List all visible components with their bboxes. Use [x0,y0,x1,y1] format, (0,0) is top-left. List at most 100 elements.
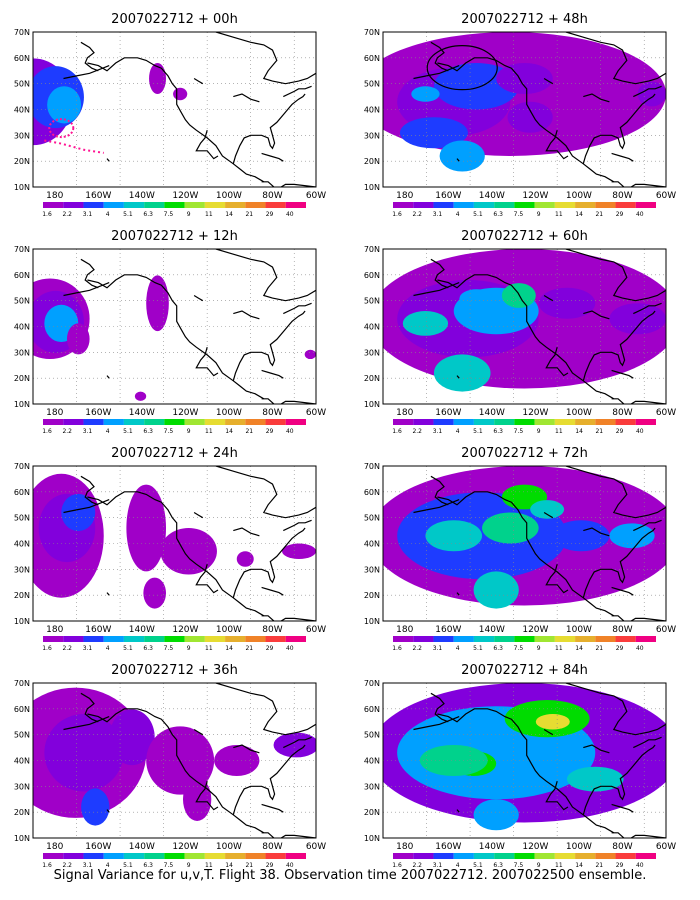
colorbar-label: 3.1 [433,211,443,218]
coastline [215,683,316,736]
coastline [565,683,666,736]
colorbar-swatch [635,636,656,642]
coastline [232,93,306,164]
colorbar-swatch [225,853,246,859]
variance-blob [61,493,96,532]
colorbar-swatch [285,853,306,859]
colorbar-label: 6.3 [143,211,153,218]
colorbar-swatch [103,853,124,859]
lon-tick-label: 140W [129,625,155,635]
lat-tick-label: 40N [364,757,380,766]
map-frame [382,465,667,622]
variance-blob [399,117,468,149]
colorbar-swatch [83,853,104,859]
coastline [232,310,306,381]
figure-caption: Signal Variance for u,v,T. Flight 38. Ob… [53,868,647,883]
map-panel: 2007022712 + 24h 10N 20N 30N 40N 50N 60N 70N 180… [14,446,326,652]
map-frame [32,465,317,622]
colorbar-label: 1.6 [42,211,52,218]
lat-tick-label: 70N [14,679,30,688]
colorbar-swatch [164,853,185,859]
colorbar-label: 2.2 [412,862,422,869]
colorbar-label: 11 [555,862,563,869]
colorbar-swatch [635,202,656,208]
colorbar-label: 21 [245,211,253,218]
map-panel: 2007022712 + 00h 10N 20N 30N 40N 50N 60N 70N 180… [14,12,326,218]
colorbar-swatch [103,636,124,642]
colorbar-label: 9 [537,211,541,218]
colorbar-label: 5.1 [123,428,133,435]
colorbar-label: 9 [537,645,541,652]
variance-blob [433,354,491,392]
colorbar-swatch [184,853,205,859]
lat-tick-label: 20N [364,374,380,383]
coastline [63,716,110,731]
colorbar-swatch [413,636,434,642]
coastline [193,728,204,736]
colorbar-swatch [184,636,205,642]
coastline [261,803,284,813]
colorbar-label: 29 [616,645,624,652]
colorbar-swatch [245,419,266,425]
colorbar-swatch [473,419,495,425]
lon-tick-label: 140W [129,408,155,418]
coastline [437,274,615,400]
colorbar-label: 21 [595,428,603,435]
variance-blob [473,571,519,609]
colorbar-label: 40 [286,428,294,435]
colorbar-swatch [63,853,84,859]
colorbar-swatch [285,636,306,642]
coastline [456,158,460,162]
colorbar-label: 14 [575,862,583,869]
coastline [261,586,284,596]
variance-blob [214,745,260,776]
lon-tick-label: 60W [656,625,676,635]
lat-tick-label: 60N [364,271,380,280]
coastline [545,564,569,594]
colorbar-label: 9 [187,862,191,869]
coastline [63,282,110,297]
coastline [233,527,260,537]
lon-tick-label: 100W [216,625,242,635]
coastline [283,85,312,98]
lon-tick-label: 80W [262,191,282,201]
colorbar-swatch [393,202,414,208]
coastline [456,592,460,596]
colorbar-swatch [225,419,246,425]
coastline [611,152,634,162]
lat-tick-label: 30N [14,565,30,574]
lon-tick-label: 160W [85,842,111,852]
coastline [565,466,666,519]
colorbar-swatch [265,636,286,642]
lat-tick-label: 70N [14,462,30,471]
colorbar-label: 1.6 [42,862,52,869]
colorbar-label: 7.5 [514,211,524,218]
colorbar-label: 21 [595,645,603,652]
colorbar-label: 5.1 [473,428,483,435]
colorbar-swatch [595,419,616,425]
variance-blob [143,577,167,609]
lon-tick-label: 60W [656,191,676,201]
colorbar-label: 21 [245,428,253,435]
coastline [543,294,554,302]
colorbar-label: 3.1 [83,211,93,218]
lon-tick-label: 180 [46,191,63,201]
lon-tick-label: 100W [216,408,242,418]
coastline [611,832,666,838]
colorbar-swatch [103,202,124,208]
colorbar-swatch [413,853,434,859]
colorbar-swatch [453,419,474,425]
lon-tick-label: 100W [566,408,592,418]
variance-blob [530,500,565,519]
coastline [80,475,99,506]
lon-tick-label: 60W [306,625,326,635]
lon-tick-label: 180 [46,842,63,852]
coastline [633,519,662,532]
colorbar-label: 40 [286,211,294,218]
colorbar-label: 2.2 [62,862,72,869]
map-frame [32,31,317,188]
coastline [195,564,219,594]
variance-blob [535,714,570,730]
lon-tick-label: 120W [172,842,198,852]
lon-tick-label: 60W [306,191,326,201]
